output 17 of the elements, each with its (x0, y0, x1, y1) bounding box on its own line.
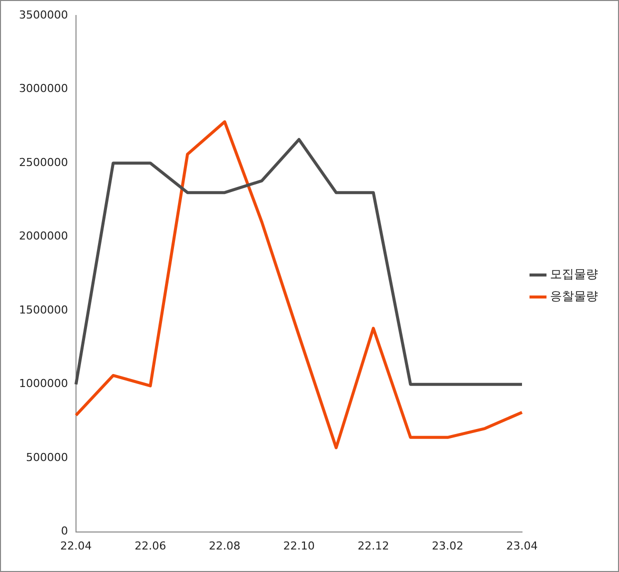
y-tick-label: 1500000 (18, 303, 68, 316)
x-tick-label: 23.02 (432, 539, 464, 552)
y-tick-label: 3500000 (18, 8, 68, 22)
y-tick-label: 2000000 (18, 230, 68, 243)
legend-label: 모집물량 (550, 267, 598, 282)
y-tick-label: 2500000 (18, 156, 68, 169)
legend-label: 응찰물량 (550, 289, 598, 304)
x-tick-label: 22.04 (60, 539, 92, 552)
y-tick-label: 1000000 (18, 377, 68, 390)
x-tick-label: 22.08 (208, 539, 240, 552)
x-tick-label: 22.06 (134, 539, 166, 552)
x-tick-label: 22.10 (283, 539, 315, 552)
y-tick-label: 0 (60, 524, 68, 538)
x-tick-label: 22.12 (358, 539, 390, 552)
x-tick-label: 23.04 (506, 539, 538, 552)
y-tick-label: 500000 (26, 450, 68, 464)
y-tick-label: 3000000 (18, 82, 68, 96)
